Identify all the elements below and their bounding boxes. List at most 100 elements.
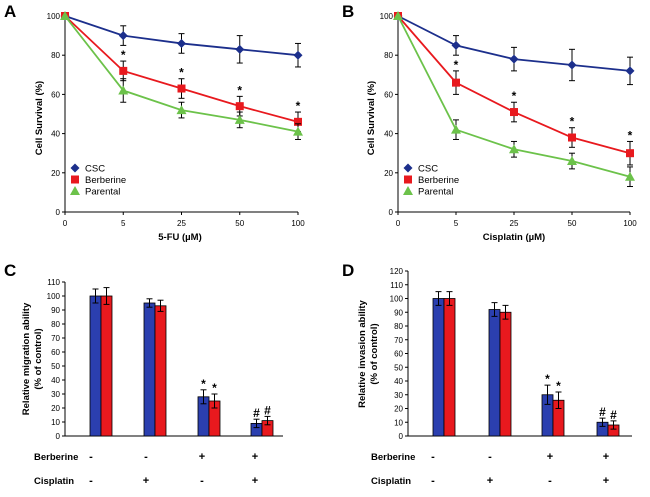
panel-a-data-point <box>177 84 186 93</box>
panel-b-y-tick-label: 80 <box>384 51 393 60</box>
panel-d-condition-sign: + <box>603 451 609 463</box>
panel-b-data-point <box>509 54 519 64</box>
panel-a-y-tick-label: 60 <box>51 90 60 99</box>
panel-d-significance-mark: # <box>599 405 606 419</box>
panel-b-data-point <box>451 40 461 50</box>
panel-d-significance-mark: # <box>610 408 617 422</box>
panel-a-x-tick-label: 100 <box>291 219 305 228</box>
panel-c-condition-label: Berberine <box>34 452 78 463</box>
panel-c-bar <box>154 305 167 437</box>
panel-a-y-tick-label: 40 <box>51 130 60 139</box>
panel-b: B 0 20 40 60 80 100 0 5 25 50 100 * * * * Cisplatin (µ… <box>342 2 637 243</box>
panel-d: D 0 10 20 30 40 50 60 70 80 90 100 110 120 * # * # Relat… <box>342 261 632 487</box>
panel-d-letter: D <box>342 261 354 280</box>
panel-c-y-tick-label: 40 <box>51 376 60 385</box>
panel-c-y-tick-label: 90 <box>51 306 60 315</box>
panel-c-bar <box>89 295 102 437</box>
panel-b-significance-mark: * <box>454 58 459 72</box>
panel-b-legend-marker <box>403 163 413 173</box>
panel-b-series-csc <box>393 11 635 86</box>
panel-a-data-point <box>60 11 70 20</box>
panel-b-legend-label: CSC <box>418 164 438 175</box>
panel-d-y-tick-label: 70 <box>394 336 403 345</box>
panel-c-y-tick-label: 70 <box>51 334 60 343</box>
panel-c-condition-sign: - <box>89 475 93 487</box>
panel-b-x-tick-label: 50 <box>568 219 577 228</box>
panel-d-y-tick-label: 30 <box>394 391 403 400</box>
panel-a-legend-marker <box>71 175 79 184</box>
panel-c-condition-sign: - <box>144 451 148 463</box>
panel-a-y-axis-title: Cell Survival (%) <box>34 81 45 155</box>
panel-b-data-point <box>510 108 518 117</box>
panel-b-legend-marker <box>403 186 413 195</box>
panel-d-condition-sign: - <box>548 475 552 487</box>
panel-d-condition-sign: + <box>487 475 493 487</box>
panel-a-significance-mark: * <box>296 99 301 113</box>
panel-b-data-point <box>393 11 403 20</box>
panel-d-y-tick-label: 80 <box>394 322 403 331</box>
panel-d-y-tick-label: 0 <box>399 432 404 441</box>
panel-c-y-tick-label: 50 <box>51 362 60 371</box>
panel-a-legend-label: Berberine <box>85 175 126 186</box>
panel-a-y-tick-label: 20 <box>51 169 60 178</box>
panel-c-y-tick-label: 110 <box>47 278 60 287</box>
panel-a-significance-mark: * <box>121 48 126 62</box>
panel-c-significance-mark: * <box>212 381 217 395</box>
panel-a-data-point <box>234 114 245 124</box>
panel-a-data-point <box>118 85 129 95</box>
panel-b-y-axis-title: Cell Survival (%) <box>366 81 377 155</box>
panel-a-y-tick-label: 0 <box>56 208 61 217</box>
panel-b-data-point <box>626 149 634 158</box>
panel-b-series-parental <box>393 11 635 188</box>
panel-b-significance-mark: * <box>628 128 633 142</box>
panel-d-y-tick-label: 110 <box>390 281 403 290</box>
panel-a-x-axis-title: 5-FU (µM) <box>158 232 201 243</box>
panel-a: A 0 20 40 60 80 100 0 5 25 50 100 * * * * 5-FU (µM) Ce… <box>4 2 305 243</box>
panel-d-y-tick-label: 100 <box>390 295 404 304</box>
panel-c-y-axis-title-line1: Relative migration ability <box>21 302 32 415</box>
panel-b-data-point <box>625 66 635 76</box>
panel-d-condition-sign: - <box>488 451 492 463</box>
panel-d-y-tick-label: 50 <box>394 363 403 372</box>
panel-b-legend-label: Parental <box>418 187 453 198</box>
panel-c-condition-sign: + <box>143 475 149 487</box>
panel-d-bar <box>432 298 445 437</box>
panel-d-y-tick-label: 40 <box>394 377 403 386</box>
panel-b-data-point <box>451 124 461 134</box>
panel-a-significance-mark: * <box>179 66 184 80</box>
panel-d-bar <box>499 311 512 437</box>
panel-b-x-tick-label: 100 <box>623 219 637 228</box>
panel-c-condition-label: Cisplatin <box>34 476 74 487</box>
panel-a-y-tick-label: 100 <box>47 12 61 21</box>
panel-c-significance-mark: # <box>253 406 260 420</box>
panel-d-condition-label: Berberine <box>371 452 415 463</box>
panel-a-data-point <box>119 66 128 75</box>
panel-c-significance-mark: * <box>201 377 206 391</box>
panel-a-data-point <box>177 38 186 48</box>
panel-c-condition-sign: + <box>252 475 258 487</box>
panel-d-y-axis-title-line2: (% of control) <box>369 323 380 384</box>
panel-b-y-tick-label: 0 <box>389 208 394 217</box>
panel-b-x-tick-label: 5 <box>454 219 459 228</box>
panel-a-series-csc <box>60 11 303 68</box>
panel-d-y-tick-label: 10 <box>394 418 403 427</box>
panel-d-significance-mark: * <box>556 379 561 393</box>
panel-a-data-point <box>293 50 303 60</box>
panel-c-significance-mark: # <box>264 403 271 417</box>
panel-a-legend-marker <box>70 163 80 173</box>
panel-c-condition-sign: - <box>89 451 93 463</box>
panel-d-y-tick-label: 120 <box>390 267 404 276</box>
panel-b-y-tick-label: 100 <box>380 12 394 21</box>
panel-c: C 0 10 20 30 40 50 60 70 80 90 100 110 * # * # Relative… <box>4 261 283 487</box>
panel-b-data-point <box>509 144 519 154</box>
panel-d-significance-mark: * <box>545 372 550 386</box>
panel-d-condition-sign: + <box>547 451 553 463</box>
panel-a-x-tick-label: 50 <box>235 219 244 228</box>
panel-a-data-point <box>118 31 128 41</box>
panel-b-x-tick-label: 25 <box>510 219 519 228</box>
panel-a-series-parental <box>60 11 303 140</box>
panel-d-condition-sign: + <box>603 475 609 487</box>
